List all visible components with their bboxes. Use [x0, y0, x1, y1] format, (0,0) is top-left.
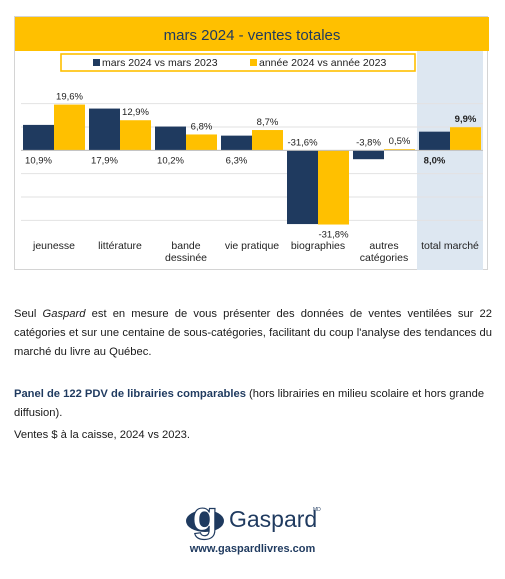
bar-s2-4: [252, 130, 283, 151]
legend-label-1: mars 2024 vs mars 2023: [102, 57, 218, 69]
bar-s1-5: [287, 150, 318, 225]
legend-box: [60, 53, 416, 72]
sales-note: Ventes $ à la caisse, 2024 vs 2023.: [14, 429, 191, 441]
bar-s1-3: [155, 126, 186, 151]
brand-name-emphasis: Gaspard: [42, 308, 86, 320]
title-bar: [15, 17, 489, 51]
value-label-s2-7: 9,9%: [455, 114, 477, 125]
bar-chart: mars 2024 - ventes totales mars 2024 vs m…: [15, 17, 489, 270]
logo-wordmark: Gaspard: [229, 506, 317, 532]
logo-swoosh-icon: [186, 510, 224, 532]
description-paragraph: Seul Gaspard est en mesure de vous prése…: [14, 305, 492, 362]
gaspard-logo: g Gaspard MD: [186, 492, 321, 541]
value-label-s2-1: 19,6%: [56, 92, 83, 103]
chart-title: mars 2024 - ventes totales: [164, 27, 341, 44]
highlight-band: [417, 51, 483, 270]
legend-swatch-1: [93, 59, 100, 66]
value-label-s1-5: -31,6%: [287, 137, 318, 148]
category-label-5: biographies: [291, 240, 345, 252]
bar-s2-1: [54, 104, 85, 151]
bar-s1-1: [23, 124, 54, 151]
value-label-s1-6: -3,8%: [356, 137, 381, 148]
value-label-s1-7: 8,0%: [424, 155, 446, 166]
website-link[interactable]: www.gaspardlivres.com: [189, 543, 316, 555]
category-label-6-line2: catégories: [360, 252, 408, 264]
bar-s1-2: [89, 108, 120, 151]
value-label-s2-4: 8,7%: [257, 117, 279, 128]
value-label-s1-3: 10,2%: [157, 155, 184, 166]
value-label-s2-2: 12,9%: [122, 107, 149, 118]
logo-g-mark: g: [192, 493, 218, 540]
legend-swatch-2: [250, 59, 257, 66]
bar-s2-3: [186, 134, 217, 151]
bar-s2-2: [120, 120, 151, 151]
value-label-s2-3: 6,8%: [191, 121, 213, 132]
value-label-s1-1: 10,9%: [25, 155, 52, 166]
category-label-7: total marché: [421, 240, 479, 252]
value-label-s2-6: 0,5%: [389, 136, 411, 147]
bar-s2-6: [384, 149, 415, 151]
category-label-3-line2: dessinée: [165, 252, 207, 264]
description-text-start: Seul: [14, 308, 43, 320]
value-label-s1-2: 17,9%: [91, 155, 118, 166]
category-label-1: jeunesse: [32, 240, 75, 252]
bar-s1-6: [353, 150, 384, 160]
bar-s1-7: [419, 131, 450, 151]
category-label-3-line1: bande: [171, 240, 200, 252]
legend-label-2: année 2024 vs année 2023: [259, 57, 386, 69]
chart-container: mars 2024 - ventes totales mars 2024 vs m…: [14, 16, 489, 270]
bar-s1-4: [221, 135, 252, 151]
panel-paragraph: Panel de 122 PDV de librairies comparabl…: [14, 385, 492, 423]
category-label-6-line1: autres: [369, 240, 398, 252]
panel-bold-text: Panel de 122 PDV de librairies comparabl…: [14, 388, 246, 400]
value-label-s1-4: 6,3%: [226, 155, 248, 166]
bar-s2-7: [450, 127, 481, 151]
category-label-4: vie pratique: [225, 240, 279, 252]
panel-note-text: (hors librairies en milieu scolaire et h…: [14, 388, 485, 419]
category-label-2: littérature: [98, 240, 142, 252]
bar-s2-5: [318, 150, 349, 225]
description-text-end: est en mesure de vous présenter des donn…: [14, 308, 492, 358]
value-label-s2-5: -31,8%: [318, 230, 349, 241]
logo-trademark: MD: [313, 507, 321, 513]
